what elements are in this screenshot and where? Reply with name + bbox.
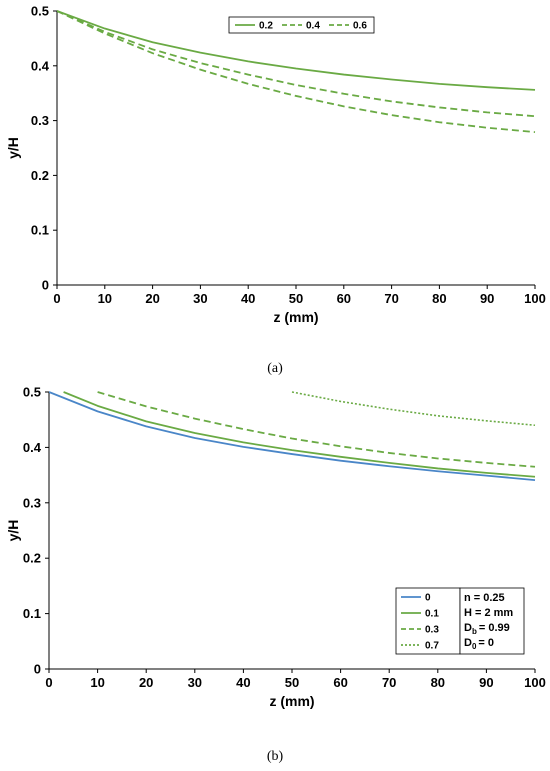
y-tick-label: 0.3 [31, 113, 49, 128]
x-tick-label: 80 [432, 291, 446, 306]
y-tick-label: 0.2 [31, 168, 49, 183]
legend-label: 0.7 [425, 641, 439, 652]
x-tick-label: 30 [193, 291, 207, 306]
y-tick-label: 0 [42, 278, 49, 293]
x-tick-label: 90 [479, 675, 493, 690]
x-tick-label: 70 [384, 291, 398, 306]
y-tick-label: 0.1 [23, 606, 41, 621]
series-line-0-2 [57, 10, 536, 91]
legend: 0.2 0.4 0.6 [228, 16, 375, 34]
x-axis-title: z (mm) [269, 693, 314, 709]
param-db: Db = 0.99 [464, 622, 510, 636]
series-line-0-4 [57, 10, 536, 118]
x-tick-label: 40 [236, 675, 250, 690]
legend-label: 0.1 [425, 609, 439, 620]
y-tick-label: 0.2 [23, 551, 41, 566]
x-tick-label: 50 [285, 675, 299, 690]
param-h: H = 2 mm [464, 607, 513, 619]
x-tick-label: 10 [98, 291, 112, 306]
x-tick-label: 100 [524, 291, 546, 306]
series-line-0-7 [291, 391, 536, 427]
y-tick-label: 0.3 [23, 495, 41, 510]
x-tick-label: 40 [241, 291, 255, 306]
y-tick-label: 0.5 [31, 4, 49, 19]
figure-caption: (b) [267, 749, 284, 764]
y-tick-label: 0.4 [31, 58, 50, 73]
legend-label: 0.3 [425, 625, 439, 636]
x-tick-label: 50 [289, 291, 303, 306]
figure-caption: (a) [267, 361, 283, 376]
legend-label: 0.2 [259, 21, 273, 32]
y-tick-label: 0.1 [31, 223, 49, 238]
x-tick-label: 30 [188, 675, 202, 690]
legend: 0 0.1 0.3 0.7 [395, 587, 461, 655]
series-line-0 [49, 391, 536, 481]
legend-label: 0.6 [353, 21, 367, 32]
param-d0: D0 = 0 [464, 637, 494, 651]
y-tick-label: 0.4 [23, 440, 42, 455]
x-tick-label: 60 [337, 291, 351, 306]
x-tick-label: 0 [53, 291, 60, 306]
x-tick-label: 20 [139, 675, 153, 690]
chart-b: 0 10 20 30 40 50 60 70 80 90 100 0 0.1 0.2 0.3 0.4 0.5 z … [5, 385, 546, 765]
y-axis-title: y/H [5, 520, 21, 542]
legend-label: 0 [425, 593, 431, 604]
series-line-0-3 [97, 391, 536, 468]
y-axis-title: y/H [5, 137, 21, 159]
x-tick-label: 10 [90, 675, 104, 690]
x-tick-label: 20 [145, 291, 159, 306]
legend-label: 0.4 [306, 21, 320, 32]
parameters-frame [459, 587, 525, 655]
legend-box [395, 587, 461, 655]
y-tick-label: 0 [34, 662, 41, 677]
param-n: n = 0.25 [464, 592, 505, 604]
x-axis-title: z (mm) [273, 309, 318, 325]
series-line-0-6 [57, 10, 536, 134]
x-tick-label: 80 [431, 675, 445, 690]
x-tick-label: 90 [480, 291, 494, 306]
x-tick-label: 70 [382, 675, 396, 690]
x-tick-label: 0 [45, 675, 52, 690]
chart-a: 0 10 20 30 40 50 60 70 80 90 100 0 0.1 0.2 0.3 0.4 0.5 z … [5, 4, 546, 377]
x-tick-label: 100 [524, 675, 546, 690]
y-tick-label: 0.5 [23, 385, 41, 400]
x-tick-label: 60 [333, 675, 347, 690]
series-line-0-1 [63, 391, 536, 478]
